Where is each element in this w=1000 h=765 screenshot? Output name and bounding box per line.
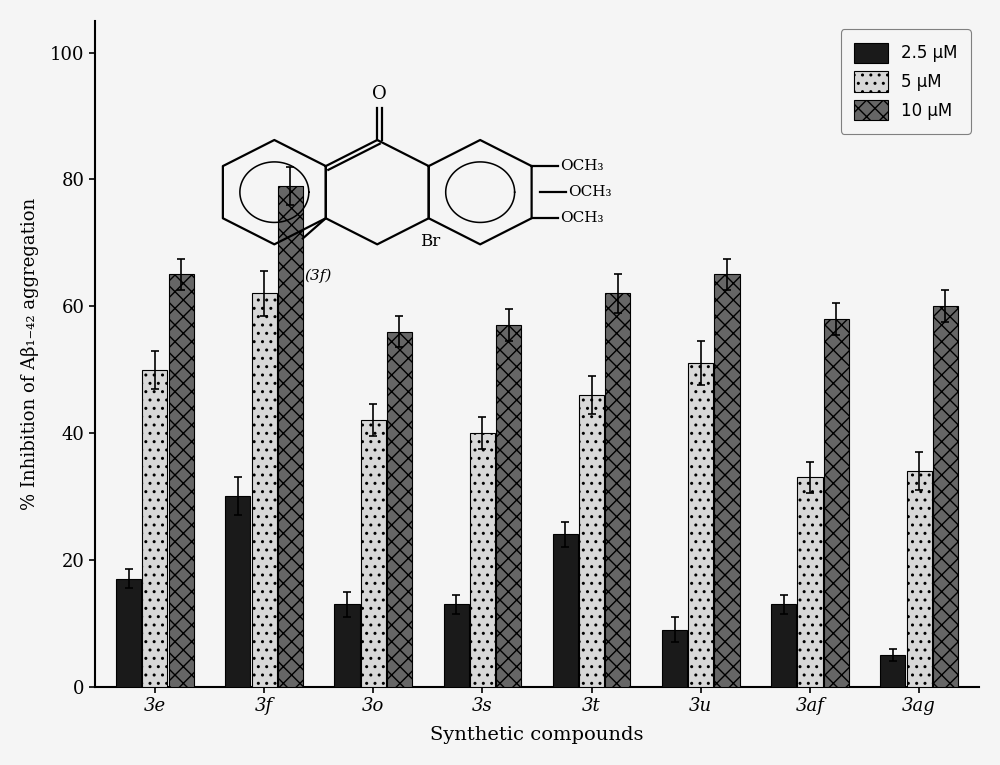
Bar [334,604,360,687]
Legend: 2.5 μM, 5 μM, 10 μM: 2.5 μM, 5 μM, 10 μM [841,29,971,134]
Bar [933,306,958,687]
Bar [169,275,194,687]
Bar [771,604,796,687]
Bar [278,186,303,687]
Bar [797,477,823,687]
Bar [824,319,849,687]
Text: OCH₃: OCH₃ [568,185,612,199]
Bar [880,655,905,687]
Bar [142,369,167,687]
Text: OCH₃: OCH₃ [560,211,604,225]
Bar [444,604,469,687]
Text: Br: Br [420,233,441,250]
Bar [688,363,713,687]
Text: O: O [372,85,387,103]
Text: (3f): (3f) [304,269,332,283]
Bar [605,294,630,687]
Bar [579,395,604,687]
Text: OCH₃: OCH₃ [560,159,604,173]
Bar [714,275,740,687]
X-axis label: Synthetic compounds: Synthetic compounds [430,726,644,744]
Bar [662,630,687,687]
Bar [553,535,578,687]
Bar [361,420,386,687]
Bar [387,331,412,687]
Bar [496,325,521,687]
Bar [907,471,932,687]
Bar [116,579,141,687]
Bar [470,433,495,687]
Bar [252,294,277,687]
Bar [225,496,250,687]
Y-axis label: % Inhibition of Aβ₁₋₄₂ aggregation: % Inhibition of Aβ₁₋₄₂ aggregation [21,197,39,509]
